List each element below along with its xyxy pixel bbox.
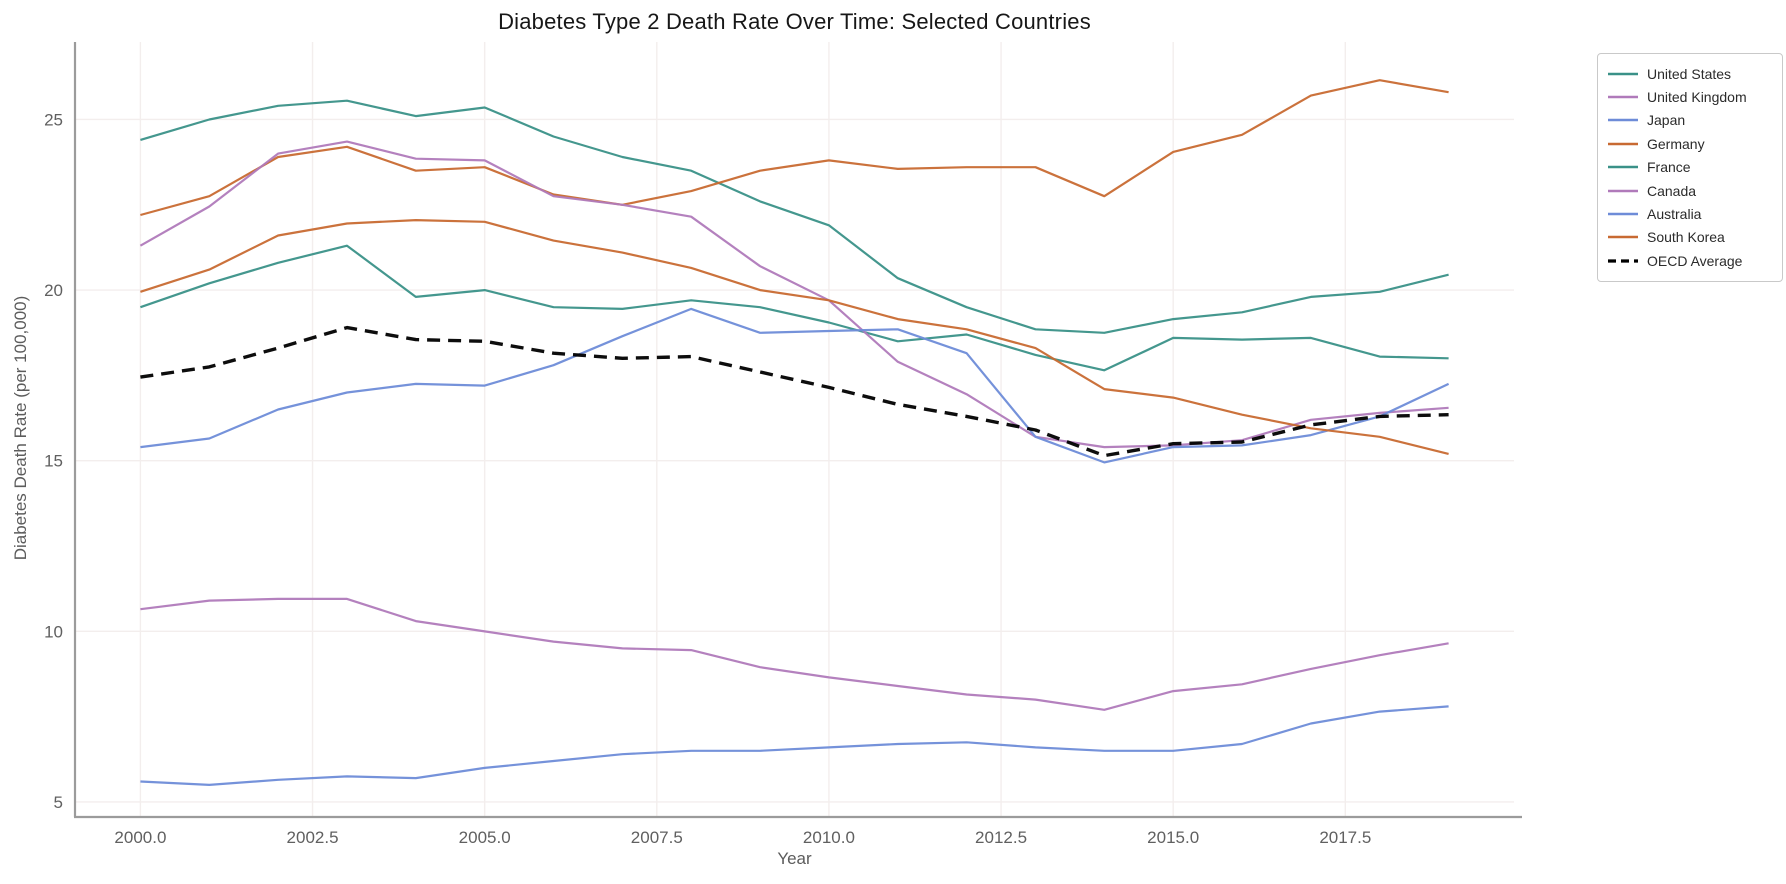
legend-item-canada: Canada <box>1608 179 1772 202</box>
legend-item-united-states: United States <box>1608 62 1772 85</box>
series-line-japan <box>140 705 1449 787</box>
series-line-south-korea <box>140 219 1449 455</box>
x-tick-label: 2012.5 <box>975 828 1027 847</box>
legend-swatch-line <box>1608 236 1638 239</box>
legend-swatch-line <box>1608 259 1638 263</box>
y-tick-label: 10 <box>44 622 63 641</box>
legend-swatch-line <box>1608 95 1638 99</box>
series-line-united-kingdom <box>140 597 1449 711</box>
y-tick-label: 5 <box>54 793 63 812</box>
legend-label: United States <box>1647 65 1732 82</box>
series-line-canada <box>139 140 1449 449</box>
legend-item-south-korea: South Korea <box>1608 226 1772 249</box>
legend-swatch-line <box>1608 142 1638 146</box>
legend-label: France <box>1647 159 1691 176</box>
legend-label: Canada <box>1647 182 1697 199</box>
legend-swatch-line <box>1608 72 1638 75</box>
legend-swatch-line <box>1608 166 1638 169</box>
series-line-united-states <box>140 99 1449 334</box>
x-tick-label: 2002.5 <box>287 828 339 847</box>
legend-label: United Kingdom <box>1647 89 1747 106</box>
series-line-france <box>140 244 1449 372</box>
series-line-germany <box>140 79 1449 217</box>
x-tick-label: 2015.0 <box>1147 828 1199 847</box>
series-line-australia <box>140 307 1450 464</box>
x-tick-label: 2017.5 <box>1319 828 1371 847</box>
legend-label: South Korea <box>1647 229 1725 246</box>
legend-label: Japan <box>1647 112 1686 129</box>
x-tick-label: 2005.0 <box>459 828 511 847</box>
y-axis-label: Diabetes Death Rate (per 100,000) <box>11 295 30 561</box>
legend-item-france: France <box>1608 156 1772 179</box>
x-tick-label: 2007.5 <box>631 828 683 847</box>
x-tick-label: 2010.0 <box>803 828 855 847</box>
legend-item-australia: Australia <box>1608 202 1772 225</box>
chart-title: Diabetes Type 2 Death Rate Over Time: Se… <box>498 9 1091 34</box>
legend-item-united-kingdom: United Kingdom <box>1608 85 1772 108</box>
x-axis-label: Year <box>777 849 812 868</box>
legend-label: OECD Average <box>1647 252 1743 269</box>
y-tick-label: 25 <box>44 110 63 129</box>
legend-item-oecd-average: OECD Average <box>1608 249 1772 272</box>
y-tick-label: 20 <box>44 281 63 300</box>
legend-label: Germany <box>1647 135 1705 152</box>
legend-item-japan: Japan <box>1608 109 1772 132</box>
legend-swatch-line <box>1608 189 1638 192</box>
legend-box: United States United Kingdom Japan Germany F… <box>1597 53 1783 282</box>
x-tick-label: 2000.0 <box>114 828 166 847</box>
legend-swatch-line <box>1608 212 1638 216</box>
y-tick-label: 15 <box>44 452 63 471</box>
legend-item-germany: Germany <box>1608 132 1772 155</box>
legend-swatch-line <box>1608 119 1638 122</box>
legend-label: Australia <box>1647 206 1702 223</box>
